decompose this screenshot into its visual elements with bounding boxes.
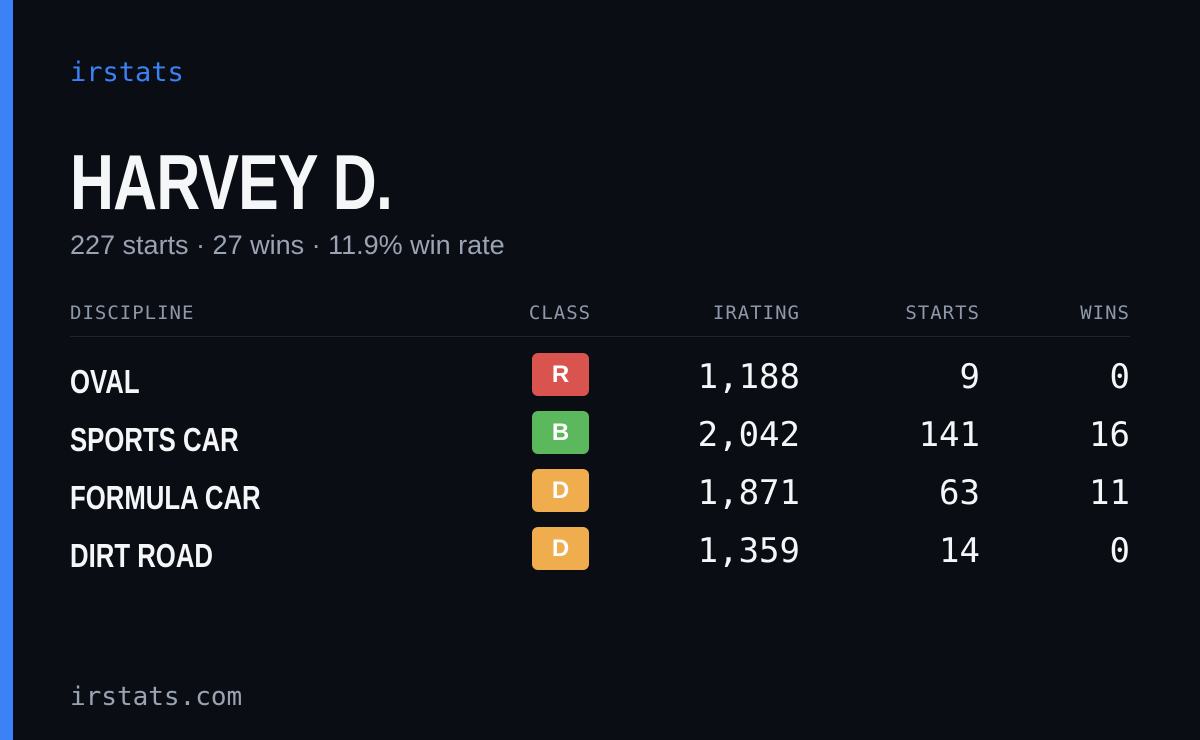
wins-value: 11 (1089, 473, 1130, 513)
header-discipline: DISCIPLINE (70, 302, 195, 324)
player-name: HARVEY D. (70, 138, 393, 226)
header-wins: WINS (1080, 302, 1130, 324)
discipline-name: FORMULA CAR (70, 479, 261, 516)
irating-value: 1,359 (697, 531, 800, 571)
accent-bar (0, 0, 13, 740)
irating-value: 1,188 (697, 357, 800, 397)
table-row: FORMULA CAR D 1,871 63 11 (70, 469, 1130, 527)
discipline-name: DIRT ROAD (70, 537, 213, 574)
license-class-badge: R (532, 353, 589, 396)
table-header: DISCIPLINE CLASS IRATING STARTS WINS (70, 298, 1130, 337)
header-irating: IRATING (712, 302, 800, 324)
wins-value: 0 (1109, 531, 1130, 571)
player-summary: 227 starts · 27 wins · 11.9% win rate (70, 230, 505, 260)
table-row: SPORTS CAR B 2,042 141 16 (70, 411, 1130, 469)
discipline-name: SPORTS CAR (70, 421, 239, 458)
footer-url[interactable]: irstats.com (70, 682, 243, 712)
license-class-badge: B (532, 411, 589, 454)
starts-value: 141 (918, 415, 980, 455)
header-starts: STARTS (905, 302, 980, 324)
license-class-badge: D (532, 469, 589, 512)
starts-value: 9 (959, 357, 980, 397)
irating-value: 2,042 (697, 415, 800, 455)
starts-value: 14 (939, 531, 980, 571)
header-class: CLASS (528, 302, 592, 324)
license-class-badge: D (532, 527, 589, 570)
discipline-name: OVAL (70, 363, 140, 400)
table-body: OVAL R 1,188 9 0 SPORTS CAR B 2,042 141 … (70, 337, 1130, 585)
table-row: OVAL R 1,188 9 0 (70, 353, 1130, 411)
starts-value: 63 (939, 473, 980, 513)
irating-value: 1,871 (697, 473, 800, 513)
brand-logo[interactable]: irstats (70, 57, 184, 88)
table-row: DIRT ROAD D 1,359 14 0 (70, 527, 1130, 585)
wins-value: 16 (1089, 415, 1130, 455)
stats-table: DISCIPLINE CLASS IRATING STARTS WINS OVA… (70, 298, 1130, 585)
wins-value: 0 (1109, 357, 1130, 397)
